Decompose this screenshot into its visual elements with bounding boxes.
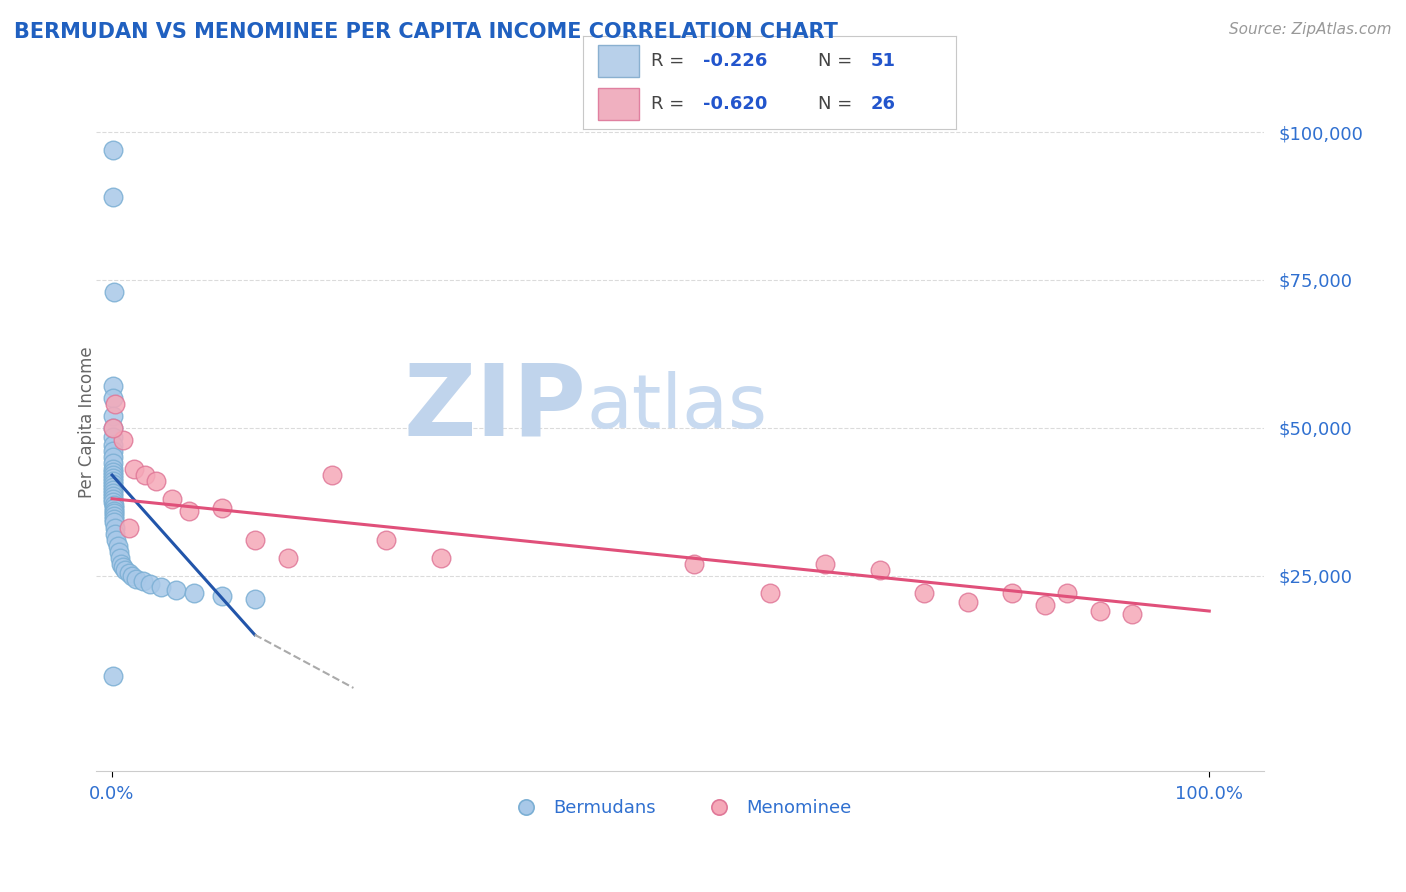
Text: N =: N = <box>818 95 858 113</box>
Point <box>101 465 124 479</box>
Point <box>814 557 837 571</box>
Point <box>101 477 124 491</box>
Point <box>101 450 124 465</box>
Point <box>103 516 125 530</box>
Point <box>103 509 125 524</box>
Text: 51: 51 <box>870 52 896 70</box>
Point <box>134 468 156 483</box>
Point <box>177 503 200 517</box>
Point <box>122 462 145 476</box>
Point <box>321 468 343 483</box>
Point <box>101 468 124 483</box>
Text: ZIP: ZIP <box>404 359 586 457</box>
Point <box>103 503 125 517</box>
Point <box>117 566 139 580</box>
Point <box>125 572 148 586</box>
Point <box>912 586 935 600</box>
Point <box>104 521 127 535</box>
Point <box>211 500 233 515</box>
Point <box>183 586 205 600</box>
Legend: Bermudans, Menominee: Bermudans, Menominee <box>501 792 859 824</box>
Point <box>375 533 398 547</box>
Point <box>1001 586 1024 600</box>
Point <box>101 494 124 508</box>
FancyBboxPatch shape <box>599 88 640 120</box>
Point <box>112 559 135 574</box>
Point <box>101 379 124 393</box>
Point <box>101 474 124 488</box>
Text: Source: ZipAtlas.com: Source: ZipAtlas.com <box>1229 22 1392 37</box>
Point <box>103 507 125 521</box>
Text: N =: N = <box>818 52 858 70</box>
Point <box>165 583 187 598</box>
Point <box>103 498 125 512</box>
Point <box>121 568 143 582</box>
Point <box>101 491 124 506</box>
Point <box>1056 586 1078 600</box>
Point <box>108 550 131 565</box>
Point <box>101 409 124 423</box>
Point <box>101 190 124 204</box>
Y-axis label: Per Capita Income: Per Capita Income <box>79 346 96 498</box>
Point <box>132 574 155 589</box>
Point <box>103 512 125 526</box>
Point <box>1088 604 1111 618</box>
Point <box>101 391 124 405</box>
Point <box>101 480 124 494</box>
Point <box>101 421 124 435</box>
Point <box>101 471 124 485</box>
Point <box>101 444 124 458</box>
Point <box>682 557 704 571</box>
Text: BERMUDAN VS MENOMINEE PER CAPITA INCOME CORRELATION CHART: BERMUDAN VS MENOMINEE PER CAPITA INCOME … <box>14 22 838 42</box>
Point <box>1121 607 1143 621</box>
Point <box>101 429 124 443</box>
Point <box>112 433 135 447</box>
Text: -0.620: -0.620 <box>703 95 768 113</box>
Point <box>956 595 979 609</box>
Point <box>139 577 162 591</box>
Text: 26: 26 <box>870 95 896 113</box>
Point <box>101 143 124 157</box>
Text: -0.226: -0.226 <box>703 52 768 70</box>
Point <box>117 521 139 535</box>
Point <box>101 483 124 497</box>
Point <box>1033 598 1056 612</box>
Point <box>104 397 127 411</box>
Point <box>107 545 129 559</box>
Point <box>107 539 129 553</box>
Point <box>430 550 453 565</box>
Point <box>101 456 124 470</box>
Point <box>110 557 132 571</box>
Point <box>211 589 233 603</box>
Point <box>145 474 167 488</box>
Text: R =: R = <box>651 95 689 113</box>
Point <box>114 563 136 577</box>
Point <box>103 500 125 515</box>
Point <box>101 485 124 500</box>
Text: atlas: atlas <box>586 371 768 444</box>
Point <box>101 462 124 476</box>
Point <box>101 438 124 452</box>
Point <box>101 421 124 435</box>
Point <box>277 550 299 565</box>
FancyBboxPatch shape <box>599 45 640 77</box>
Point <box>150 581 173 595</box>
Text: R =: R = <box>651 52 689 70</box>
Point <box>162 491 184 506</box>
Point <box>759 586 782 600</box>
Point <box>243 533 266 547</box>
Point <box>103 285 125 299</box>
Point <box>105 533 128 547</box>
Point <box>101 489 124 503</box>
Point <box>101 669 124 683</box>
Point <box>104 527 127 541</box>
Point <box>869 563 891 577</box>
Point <box>243 592 266 607</box>
